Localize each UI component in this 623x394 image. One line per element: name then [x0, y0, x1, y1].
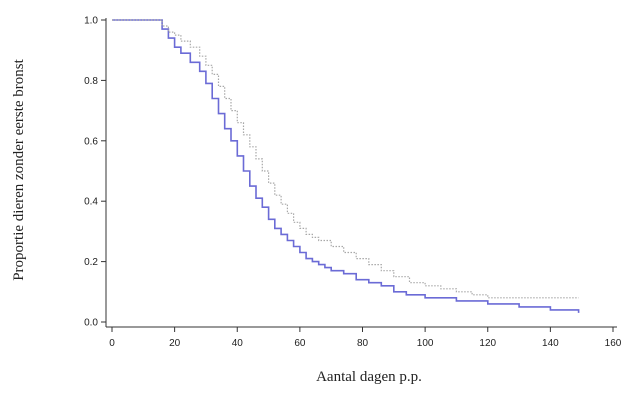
- x-tick-label: 100: [417, 338, 434, 349]
- x-tick-label: 40: [232, 338, 244, 349]
- x-axis-title: Aantal dagen p.p.: [316, 369, 422, 385]
- y-tick-label: 1.0: [84, 16, 98, 27]
- axes: [105, 18, 617, 328]
- x-tick-label: 120: [479, 338, 496, 349]
- series-layer: [112, 19, 580, 313]
- x-tick-label: 160: [605, 338, 622, 349]
- y-axis-title: Proportie dieren zonder eerste bronst: [11, 58, 27, 280]
- x-tick-label: 60: [294, 338, 306, 349]
- x-tick-label: 20: [169, 338, 181, 349]
- x-tick-label: 80: [357, 338, 369, 349]
- y-tick-label: 0.6: [84, 136, 98, 147]
- x-tick-label: 0: [109, 338, 115, 349]
- y-tick-label: 0.4: [84, 197, 98, 208]
- y-tick-label: 0.8: [84, 76, 98, 87]
- series-line-2: [112, 19, 579, 299]
- series-line-1: [112, 19, 580, 313]
- x-tick-label: 140: [542, 338, 559, 349]
- ticks-layer: 0 20 40 60 80 100 120 140 160 0.0 0.2 0.4 0.6 0.8 1.0: [84, 16, 622, 350]
- y-tick-label: 0.2: [84, 257, 98, 268]
- y-tick-label: 0.0: [84, 318, 98, 329]
